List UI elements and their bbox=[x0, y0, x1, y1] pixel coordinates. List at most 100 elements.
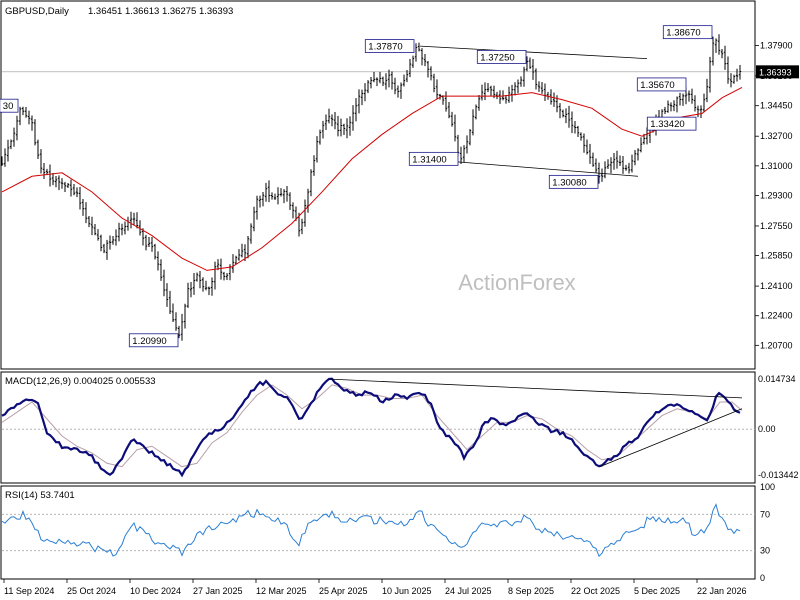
price-candle bbox=[708, 56, 712, 93]
price-candle bbox=[735, 68, 739, 82]
price-candle bbox=[21, 106, 25, 116]
price-candle bbox=[366, 80, 370, 94]
price-axis-label: 1.29300 bbox=[760, 190, 793, 200]
price-candle bbox=[567, 105, 571, 128]
price-candle bbox=[351, 105, 355, 131]
price-candle bbox=[705, 78, 709, 103]
price-candle bbox=[678, 92, 682, 106]
price-candle bbox=[480, 84, 484, 101]
price-candle bbox=[363, 83, 367, 102]
price-candle bbox=[627, 162, 631, 174]
price-candle bbox=[600, 168, 604, 182]
price-candle bbox=[24, 107, 28, 118]
price-candle bbox=[117, 222, 121, 242]
price-candle bbox=[261, 191, 265, 207]
price-candle bbox=[420, 48, 424, 66]
price-candle bbox=[42, 163, 46, 179]
price-candle bbox=[561, 109, 565, 118]
price-candle bbox=[237, 249, 241, 261]
rsi-axis-label: 30 bbox=[760, 546, 770, 556]
price-candle bbox=[273, 193, 277, 201]
watermark: ActionForex bbox=[458, 270, 575, 295]
price-candle bbox=[573, 120, 577, 134]
price-candle bbox=[105, 239, 109, 260]
price-candle bbox=[123, 221, 127, 235]
price-candle bbox=[516, 79, 520, 94]
price-candle bbox=[255, 195, 259, 220]
price-level-label: 1.31400 bbox=[408, 151, 459, 166]
price-candle bbox=[618, 155, 622, 167]
price-candle bbox=[441, 95, 445, 105]
price-level-label-text: 1.35670 bbox=[640, 80, 674, 91]
price-axis-label: 1.25850 bbox=[760, 251, 793, 261]
price-candle bbox=[525, 56, 529, 72]
price-candle bbox=[432, 73, 436, 93]
price-candle bbox=[210, 277, 214, 296]
price-candle bbox=[6, 139, 10, 162]
price-candle bbox=[729, 73, 733, 88]
price-candle bbox=[717, 34, 721, 55]
price-axis-label: 1.31000 bbox=[760, 161, 793, 171]
price-candle bbox=[726, 56, 730, 84]
price-candle bbox=[141, 228, 145, 246]
date-axis-label: 24 Jul 2025 bbox=[445, 586, 492, 596]
price-candle bbox=[9, 139, 13, 150]
price-candle bbox=[504, 94, 508, 104]
price-candle bbox=[501, 90, 505, 101]
price-candle bbox=[282, 189, 286, 204]
price-candle bbox=[639, 137, 643, 153]
price-candle bbox=[570, 111, 574, 134]
price-candle bbox=[459, 146, 463, 165]
price-candle bbox=[450, 111, 454, 127]
price-candle bbox=[666, 100, 670, 113]
price-level-label: 1.30080 bbox=[548, 174, 599, 189]
price-level-label-text: 1.38670 bbox=[666, 28, 700, 39]
price-candle bbox=[507, 86, 511, 103]
price-candle bbox=[138, 220, 142, 236]
price-candle bbox=[330, 114, 334, 127]
price-level-label-text: 30 bbox=[3, 101, 14, 112]
price-axis-label: 1.22400 bbox=[760, 311, 793, 321]
price-candle bbox=[300, 218, 304, 235]
price-candle bbox=[153, 243, 157, 260]
price-candle bbox=[189, 281, 193, 298]
price-candle bbox=[528, 57, 532, 69]
moving-average-line bbox=[1, 86, 743, 271]
price-candle bbox=[336, 115, 340, 137]
price-candle bbox=[333, 112, 337, 130]
price-candle bbox=[519, 76, 523, 87]
price-candle bbox=[348, 116, 352, 136]
macd-trendline bbox=[599, 408, 743, 468]
price-candle bbox=[582, 133, 586, 153]
price-candle bbox=[402, 74, 406, 87]
price-candle bbox=[603, 161, 607, 179]
price-candle bbox=[159, 259, 163, 281]
price-candle bbox=[99, 234, 103, 252]
price-candle bbox=[60, 178, 64, 189]
price-candle bbox=[447, 102, 451, 119]
date-axis-label: 12 Mar 2025 bbox=[256, 586, 307, 596]
price-candle bbox=[135, 212, 139, 229]
price-candle bbox=[213, 261, 217, 290]
price-axis-label: 1.37900 bbox=[760, 41, 793, 51]
macd-panel-frame bbox=[0, 371, 756, 484]
price-candle bbox=[162, 269, 166, 297]
price-candle bbox=[411, 55, 415, 68]
rsi-axis-label: 100 bbox=[760, 482, 775, 492]
price-candle bbox=[81, 198, 85, 216]
price-candle bbox=[471, 109, 475, 136]
price-candle bbox=[12, 127, 16, 147]
price-candle bbox=[417, 42, 421, 52]
price-level-label: 30 bbox=[0, 98, 19, 113]
price-candle bbox=[738, 64, 742, 80]
date-axis-label: 22 Jan 2026 bbox=[697, 586, 747, 596]
price-candle bbox=[444, 91, 448, 112]
price-candle bbox=[462, 145, 466, 163]
price-candle bbox=[150, 237, 154, 252]
date-axis-label: 25 Apr 2025 bbox=[319, 586, 368, 596]
price-candle bbox=[693, 95, 697, 112]
price-candle bbox=[132, 212, 136, 226]
price-candle bbox=[486, 82, 490, 93]
price-candle bbox=[498, 90, 502, 104]
price-candle bbox=[408, 58, 412, 78]
